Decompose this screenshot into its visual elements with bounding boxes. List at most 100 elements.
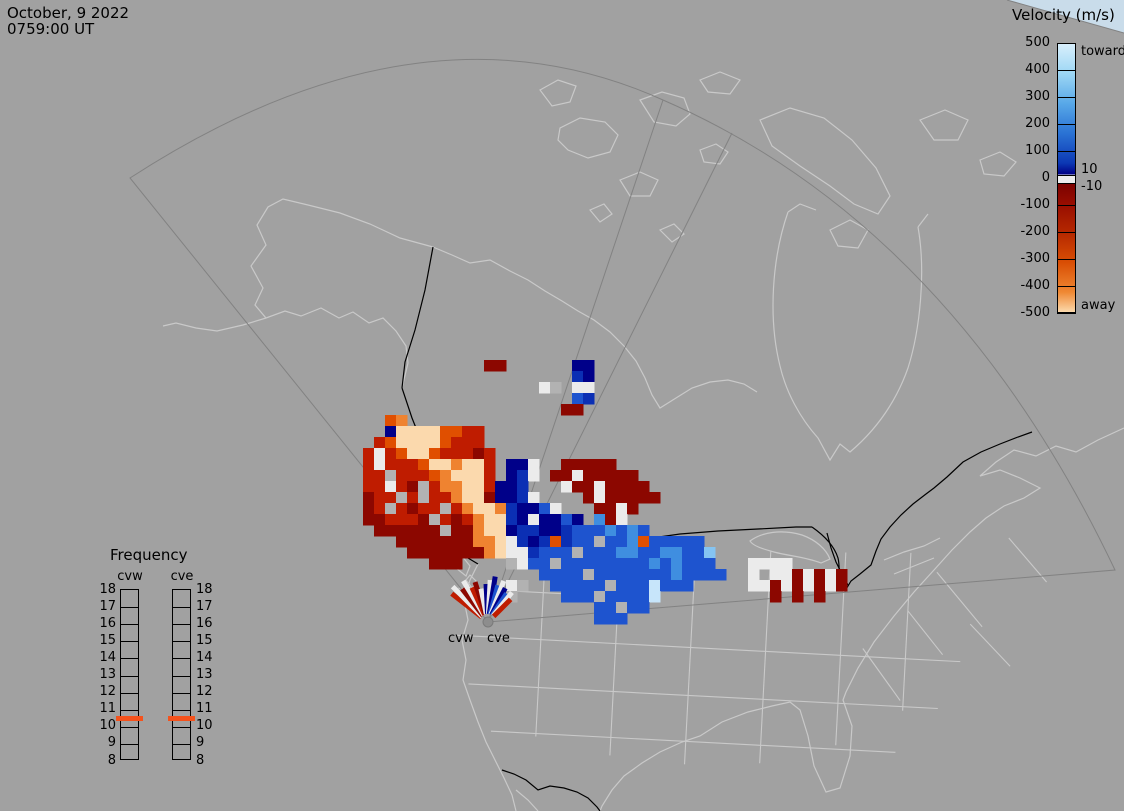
colorbar-tick-label: 500 [1025, 35, 1050, 50]
frequency-tick-label: 17 [99, 598, 116, 614]
velocity-cell [627, 602, 639, 614]
frequency-bar-divider [173, 641, 190, 643]
radar-fov-line [1006, 0, 1124, 34]
velocity-cell [407, 459, 419, 471]
velocity-cell [594, 536, 606, 548]
velocity-cell [440, 481, 452, 493]
velocity-cell [495, 481, 507, 493]
frequency-bar-divider [121, 675, 138, 677]
velocity-cell [407, 426, 419, 438]
velocity-cell [429, 514, 441, 526]
velocity-cell [484, 492, 496, 504]
coastline-path [699, 143, 729, 165]
velocity-cell [451, 558, 463, 570]
velocity-cell [506, 547, 518, 559]
colorbar-tick-line [1057, 259, 1076, 260]
velocity-cell [484, 525, 496, 537]
velocity-cell [583, 371, 595, 383]
velocity-cell [385, 470, 397, 482]
velocity-cell [594, 481, 606, 493]
frequency-tick-label: 10 [99, 718, 116, 734]
velocity-cell [605, 580, 617, 592]
velocity-cell [484, 481, 496, 493]
coastline-path [787, 203, 817, 213]
velocity-cell [671, 547, 683, 559]
frequency-tick-label: 8 [107, 752, 116, 768]
velocity-cell [429, 536, 441, 548]
velocity-cell [781, 580, 793, 592]
velocity-cell [638, 591, 650, 603]
velocity-cell [451, 514, 463, 526]
colorbar-tick-label: 300 [1025, 89, 1050, 104]
velocity-cell [660, 558, 672, 570]
frequency-tick-label: 8 [196, 752, 205, 768]
velocity-cell [561, 525, 573, 537]
velocity-cell [616, 536, 628, 548]
away-label: away [1081, 298, 1116, 313]
velocity-cell [440, 492, 452, 504]
upper-threshold-label: 10 [1081, 162, 1098, 177]
state-border-path [907, 610, 944, 656]
velocity-cell [682, 558, 694, 570]
velocity-cell [473, 536, 485, 548]
velocity-cell [616, 481, 628, 493]
velocity-cell [517, 536, 529, 548]
velocity-cell [374, 503, 386, 515]
velocity-cell [363, 492, 375, 504]
velocity-cell [649, 580, 661, 592]
velocity-cell [374, 448, 386, 460]
frequency-bar-divider [173, 624, 190, 626]
velocity-cell [814, 569, 826, 581]
velocity-cell [506, 481, 518, 493]
velocity-cell [693, 569, 705, 581]
coastline-path [829, 219, 869, 249]
velocity-cell [528, 459, 540, 471]
velocity-cell [803, 569, 815, 581]
velocity-cell [825, 580, 837, 592]
velocity-cell [429, 426, 441, 438]
frequency-tick-label: 18 [196, 581, 213, 597]
velocity-cell [649, 591, 661, 603]
radar-beams-group [450, 576, 514, 620]
velocity-cell [594, 525, 606, 537]
velocity-cell [473, 547, 485, 559]
velocity-cell [440, 437, 452, 449]
velocity-cell [407, 514, 419, 526]
frequency-bar [120, 589, 139, 760]
velocity-cell [627, 591, 639, 603]
velocity-cell [550, 536, 562, 548]
velocity-cell [407, 448, 419, 460]
velocity-cell [462, 437, 474, 449]
velocity-cell [473, 503, 485, 515]
velocity-cell [770, 580, 782, 592]
velocity-cell [374, 525, 386, 537]
velocity-cell [594, 591, 606, 603]
velocity-cell [759, 580, 771, 592]
velocity-cell [638, 536, 650, 548]
velocity-cell [451, 437, 463, 449]
velocity-cell [748, 580, 760, 592]
velocity-cell [594, 569, 606, 581]
velocity-cell [693, 536, 705, 548]
velocity-cell [462, 525, 474, 537]
velocity-cell [506, 580, 518, 592]
colorbar-tick-label: -500 [1020, 305, 1050, 320]
velocity-cell [550, 569, 562, 581]
velocity-cell [539, 536, 551, 548]
velocity-cell [638, 481, 650, 493]
velocity-cell [627, 536, 639, 548]
velocity-cell [660, 536, 672, 548]
colorbar-tick-line [1057, 151, 1076, 152]
velocity-cell [836, 580, 848, 592]
country-border-path [501, 769, 601, 811]
velocity-cell [836, 569, 848, 581]
velocity-cell [418, 448, 430, 460]
velocity-cell [605, 525, 617, 537]
velocity-cell [594, 580, 606, 592]
velocity-cell [396, 525, 408, 537]
velocity-cell [583, 547, 595, 559]
velocity-cell [418, 536, 430, 548]
velocity-cell [572, 569, 584, 581]
velocity-cell [462, 536, 474, 548]
velocity-cell [396, 503, 408, 515]
